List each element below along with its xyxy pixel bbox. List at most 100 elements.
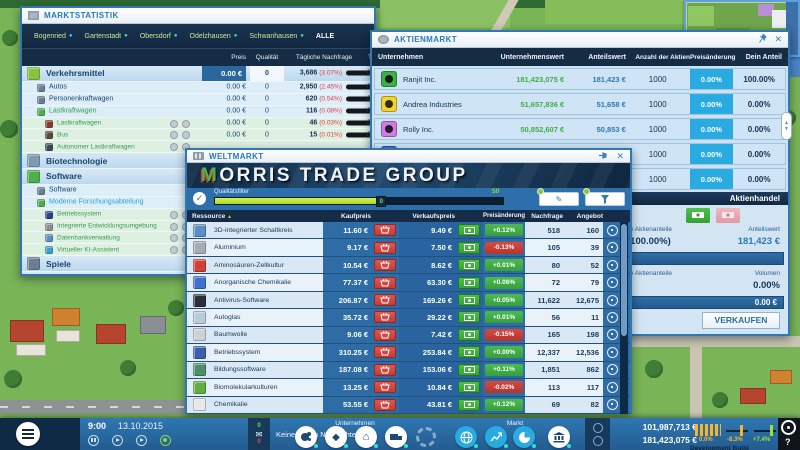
sell-button[interactable] [458, 398, 480, 411]
buy-button[interactable] [374, 224, 396, 237]
close-icon[interactable]: ✕ [774, 34, 782, 44]
pause-icon[interactable] [88, 435, 99, 446]
table-row[interactable]: Biomolekularkulturen 13.25 € 10.84 € -0.… [187, 379, 630, 397]
table-row[interactable]: Aluminium 9.17 € 7.50 € -0.13% 105 [187, 239, 630, 257]
history-icon[interactable] [606, 294, 618, 306]
buy-button[interactable] [374, 241, 396, 254]
filter-button[interactable] [584, 189, 625, 206]
quality-filter-knob[interactable]: 0 [376, 196, 387, 207]
table-row[interactable]: Autos 0.00 € 0 2,950 (2.45%) 0 [22, 81, 374, 94]
buy-button[interactable] [374, 259, 396, 272]
unpin-icon[interactable] [599, 151, 609, 161]
table-row[interactable]: Baumwolle 9.06 € 7.42 € -0.15% 165 [187, 326, 630, 345]
city-tab[interactable]: Obersdorf ● [139, 32, 178, 40]
history-icon[interactable] [606, 224, 618, 236]
city-tab[interactable]: Schwanhausen ● [249, 32, 304, 40]
products-icon[interactable]: ◆ [325, 426, 348, 448]
buy-button[interactable] [374, 346, 396, 359]
row-mini-buttons[interactable] [170, 131, 190, 140]
buy-button[interactable] [374, 311, 396, 324]
table-row[interactable]: Bus 0.00 € 0 15 (0.01%) 0 [22, 129, 374, 142]
play-icon[interactable] [112, 435, 123, 446]
weltmarkt-icon[interactable] [455, 426, 478, 448]
logistics-icon[interactable] [385, 426, 408, 448]
speed-active-icon[interactable] [160, 435, 171, 446]
table-row[interactable]: Antivirus-Software 206.87 € 169.26 € +0.… [187, 291, 630, 310]
sell-button[interactable] [458, 224, 480, 237]
weltmarkt-titlebar[interactable]: WELTMARKT ✕ [187, 150, 630, 163]
column-kaufpreis[interactable]: Kaufpreis [341, 212, 371, 220]
message-counter[interactable]: 0 ✉ 0 [248, 418, 270, 450]
pin-icon[interactable] [759, 33, 768, 45]
row-mini-buttons[interactable] [170, 119, 190, 128]
table-row[interactable]: Verkehrsmittel 0.00 € 0 3,686 (3.07%) 0 [22, 66, 376, 82]
column-verkaufspreis[interactable]: Verkaufspreis [412, 212, 455, 220]
sell-button[interactable] [458, 294, 480, 307]
history-icon[interactable] [606, 242, 618, 254]
history-icon[interactable] [606, 399, 618, 411]
company-overview-icon[interactable] [295, 426, 318, 448]
buy-button[interactable] [374, 381, 396, 394]
sell-button[interactable] [458, 241, 480, 254]
table-row[interactable]: Ranjit Inc. 181,423,075 € 181,423 € 1000… [374, 68, 786, 90]
table-row[interactable]: Anorganische Chemikalie 77.37 € 63.30 € … [187, 274, 630, 292]
table-row[interactable]: Lastkraftwagen 0.00 € 0 116 (0.08%) 0 [22, 105, 374, 118]
edit-filter-button[interactable]: ✎ [538, 189, 579, 206]
help-icon[interactable]: ? [785, 437, 791, 447]
scrollbar-track[interactable] [620, 222, 628, 414]
history-icon[interactable] [606, 329, 618, 341]
column-nachfrage[interactable]: Nachfrage [531, 212, 563, 220]
collapse-mini-icon[interactable] [592, 435, 603, 446]
check-icon[interactable]: ✓ [193, 192, 206, 205]
city-tab[interactable]: Odelzhausen ● [189, 32, 238, 40]
buy-button[interactable] [374, 294, 396, 307]
verkaufen-button[interactable]: VERKAUFEN [702, 312, 780, 329]
city-tab[interactable]: Bogenried ● [34, 32, 73, 40]
table-row[interactable]: Andrea Industries 51,657,836 € 51,658 € … [374, 93, 786, 115]
table-row[interactable]: Rolly Inc. 50,852,607 € 50,853 € 1000 0.… [374, 118, 786, 140]
side-mini-buttons[interactable] [585, 418, 610, 450]
scrollbar-handle[interactable]: ▲ ▼ [781, 112, 792, 140]
history-icon[interactable] [606, 311, 618, 323]
sell-button[interactable] [458, 346, 480, 359]
table-row[interactable]: Aminosäuren-Zellkultur 10.54 € 8.62 € +0… [187, 256, 630, 275]
table-row[interactable]: Bildungssoftware 187.08 € 153.06 € +0.11… [187, 361, 630, 380]
buy-button[interactable] [374, 328, 396, 341]
table-row[interactable]: Autoglas 35.72 € 29.22 € +0.01% 56 [187, 309, 630, 327]
grid-mini-icon[interactable] [592, 422, 603, 433]
history-icon[interactable] [606, 277, 618, 289]
column-preisaenderung[interactable]: Preisänderung [483, 213, 526, 219]
history-icon[interactable] [606, 381, 618, 393]
history-icon[interactable] [606, 364, 618, 376]
table-row[interactable]: Betriebssystem 310.25 € 253.84 € +0.00% [187, 344, 630, 362]
table-row[interactable]: Chemikalie 53.55 € 43.81 € +0.12% [187, 396, 630, 414]
table-row[interactable]: Personenkraftwagen 0.00 € 0 620 (0.54%) … [22, 93, 374, 106]
marktstatistik-icon[interactable] [513, 426, 536, 448]
sell-button[interactable] [458, 259, 480, 272]
sell-button[interactable] [458, 381, 480, 394]
fast-forward-icon[interactable] [136, 435, 147, 446]
row-mini-buttons[interactable] [170, 143, 190, 152]
history-icon[interactable] [606, 259, 618, 271]
sell-shares-button-disabled[interactable] [716, 208, 740, 223]
column-ressource[interactable]: Ressource ▲ [192, 212, 233, 220]
city-tab[interactable]: ALLE [315, 32, 335, 40]
sell-button[interactable] [458, 276, 480, 289]
buy-shares-button[interactable] [686, 208, 710, 223]
table-row[interactable]: Lastkraftwagen 0.00 € 0 46 (0.03%) 0 [22, 117, 374, 130]
target-icon[interactable] [781, 420, 796, 435]
sell-button[interactable] [458, 328, 480, 341]
aktienmarkt-icon[interactable] [485, 426, 508, 448]
history-icon[interactable] [606, 346, 618, 358]
buildings-icon[interactable]: ⌂ [355, 426, 378, 448]
table-row[interactable]: 3D-integrierter Schaltkreis 11.60 € 9.49… [187, 222, 630, 240]
marktstatistik-titlebar[interactable]: MARKTSTATISTIK [22, 8, 374, 24]
city-tab[interactable]: Gartenstadt ● [84, 32, 128, 40]
buy-button[interactable] [374, 363, 396, 376]
close-icon[interactable]: ✕ [616, 150, 624, 161]
sell-button[interactable] [458, 311, 480, 324]
aktienmarkt-titlebar[interactable]: AKTIENMARKT ✕ [372, 32, 788, 48]
buy-button[interactable] [374, 398, 396, 411]
finances-icon[interactable] [548, 426, 571, 448]
menu-icon[interactable] [16, 422, 40, 446]
